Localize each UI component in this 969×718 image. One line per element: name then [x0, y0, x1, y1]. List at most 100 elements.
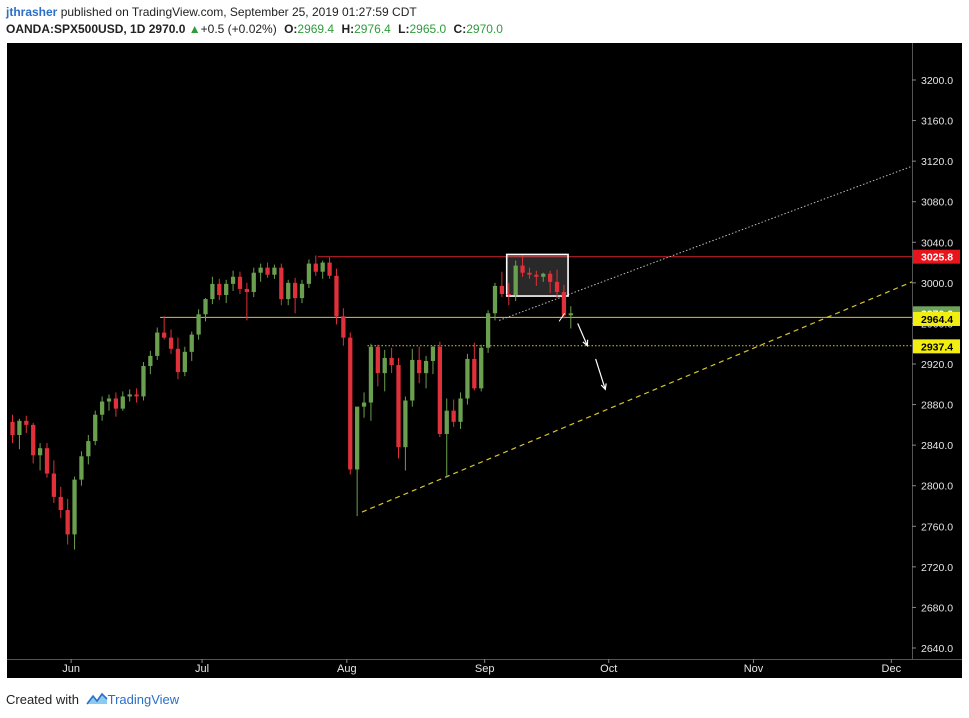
- candle-body[interactable]: [479, 347, 484, 389]
- x-tick-label: Jun: [62, 663, 80, 675]
- candle-body[interactable]: [251, 272, 256, 292]
- candle-body[interactable]: [396, 365, 401, 448]
- candle-body[interactable]: [141, 366, 146, 397]
- candle-body[interactable]: [113, 398, 119, 409]
- candle-body[interactable]: [423, 360, 429, 374]
- price-change: +0.5 (+0.02%): [200, 22, 277, 36]
- candle-body[interactable]: [403, 400, 408, 448]
- price-tag[interactable]: [913, 339, 960, 354]
- tradingview-brand[interactable]: TradingView: [107, 692, 180, 707]
- candle-body[interactable]: [355, 406, 360, 470]
- candle-body[interactable]: [148, 355, 153, 367]
- low-value: 2965.0: [409, 22, 447, 36]
- candle-body[interactable]: [437, 346, 442, 434]
- candle-body[interactable]: [120, 396, 125, 409]
- candle-body[interactable]: [175, 348, 181, 373]
- candle-body[interactable]: [230, 276, 236, 284]
- candle-body[interactable]: [313, 263, 318, 272]
- candle-body[interactable]: [506, 294, 511, 296]
- candle-body[interactable]: [485, 313, 491, 348]
- down-arrow[interactable]: [577, 323, 588, 346]
- candle-body[interactable]: [382, 357, 387, 374]
- candle-body[interactable]: [492, 285, 498, 314]
- candle-body[interactable]: [86, 441, 91, 457]
- candle-body[interactable]: [444, 410, 449, 434]
- candle-body[interactable]: [368, 346, 374, 403]
- candle-body[interactable]: [93, 414, 98, 442]
- x-tick-label: Jul: [195, 663, 209, 675]
- candle-body[interactable]: [65, 510, 70, 535]
- candle-body[interactable]: [17, 420, 22, 435]
- candle-body[interactable]: [162, 332, 167, 338]
- plot-area[interactable]: [7, 43, 912, 659]
- price-tag[interactable]: [913, 249, 960, 264]
- candle-body[interactable]: [58, 496, 63, 511]
- candle-body[interactable]: [79, 456, 84, 480]
- candle-body[interactable]: [72, 479, 77, 535]
- candle-body[interactable]: [465, 358, 470, 399]
- candle-body[interactable]: [189, 334, 194, 352]
- time-axis[interactable]: [7, 659, 962, 678]
- candle-body[interactable]: [561, 291, 567, 316]
- candle-body[interactable]: [210, 283, 215, 300]
- candle-body[interactable]: [168, 337, 174, 349]
- candle-body[interactable]: [554, 281, 560, 292]
- candle-body[interactable]: [327, 262, 332, 276]
- candle-body[interactable]: [127, 394, 132, 397]
- candle-body[interactable]: [389, 357, 394, 366]
- candle-body[interactable]: [51, 473, 57, 497]
- candle-body[interactable]: [203, 299, 208, 315]
- candle-body[interactable]: [244, 288, 249, 292]
- candle-body[interactable]: [306, 263, 312, 284]
- candle-body[interactable]: [286, 282, 291, 300]
- candle-body[interactable]: [513, 265, 518, 296]
- candle-body[interactable]: [299, 283, 305, 299]
- y-tick-label: 3040.0: [921, 237, 953, 249]
- candle-body[interactable]: [410, 359, 415, 401]
- candle-body[interactable]: [224, 283, 229, 296]
- candle-body[interactable]: [279, 267, 284, 300]
- ohlc-legend: OANDA:SPX500USD, 1D 2970.0 ▲+0.5 (+0.02%…: [6, 22, 503, 36]
- candle-body[interactable]: [10, 421, 15, 435]
- candle-body[interactable]: [217, 283, 222, 296]
- candle-body[interactable]: [520, 265, 525, 273]
- candle-body[interactable]: [196, 314, 201, 335]
- candle-body[interactable]: [182, 351, 187, 373]
- candle-body[interactable]: [341, 316, 346, 338]
- candle-body[interactable]: [430, 346, 436, 361]
- down-arrow[interactable]: [595, 358, 606, 390]
- candle-body[interactable]: [417, 359, 422, 374]
- candle-body[interactable]: [334, 275, 339, 317]
- candle-body[interactable]: [44, 448, 50, 474]
- candle-body[interactable]: [548, 273, 553, 282]
- candle-body[interactable]: [292, 282, 298, 299]
- candle-body[interactable]: [272, 267, 277, 275]
- candle-body[interactable]: [31, 424, 36, 456]
- candle-body[interactable]: [375, 346, 380, 374]
- candle-body[interactable]: [361, 402, 367, 407]
- price-tag[interactable]: [913, 311, 960, 326]
- candle-body[interactable]: [99, 401, 105, 415]
- trend-line-dashed[interactable]: [361, 281, 913, 513]
- candle-body[interactable]: [527, 272, 532, 275]
- candle-body[interactable]: [106, 398, 112, 402]
- tradingview-logo-icon[interactable]: [85, 692, 108, 709]
- candle-body[interactable]: [568, 313, 573, 316]
- candle-body[interactable]: [348, 337, 353, 470]
- candle-body[interactable]: [24, 420, 29, 425]
- candle-body[interactable]: [458, 398, 463, 422]
- candle-body[interactable]: [534, 274, 539, 277]
- candle-body[interactable]: [258, 267, 263, 273]
- candle-body[interactable]: [499, 285, 505, 295]
- price-chart[interactable]: 2640.0 2680.0 2720.0 2760.0 2800.0 2840.0 2880…: [0, 40, 969, 680]
- candle-body[interactable]: [134, 394, 139, 397]
- candle-body[interactable]: [265, 267, 270, 275]
- candle-body[interactable]: [472, 358, 477, 389]
- candle-body[interactable]: [155, 332, 160, 356]
- candle-body[interactable]: [541, 273, 546, 277]
- author-name[interactable]: jthrasher: [6, 5, 58, 19]
- candle-body[interactable]: [37, 448, 43, 456]
- candle-body[interactable]: [320, 262, 325, 272]
- candle-body[interactable]: [237, 276, 243, 289]
- candle-body[interactable]: [451, 410, 456, 422]
